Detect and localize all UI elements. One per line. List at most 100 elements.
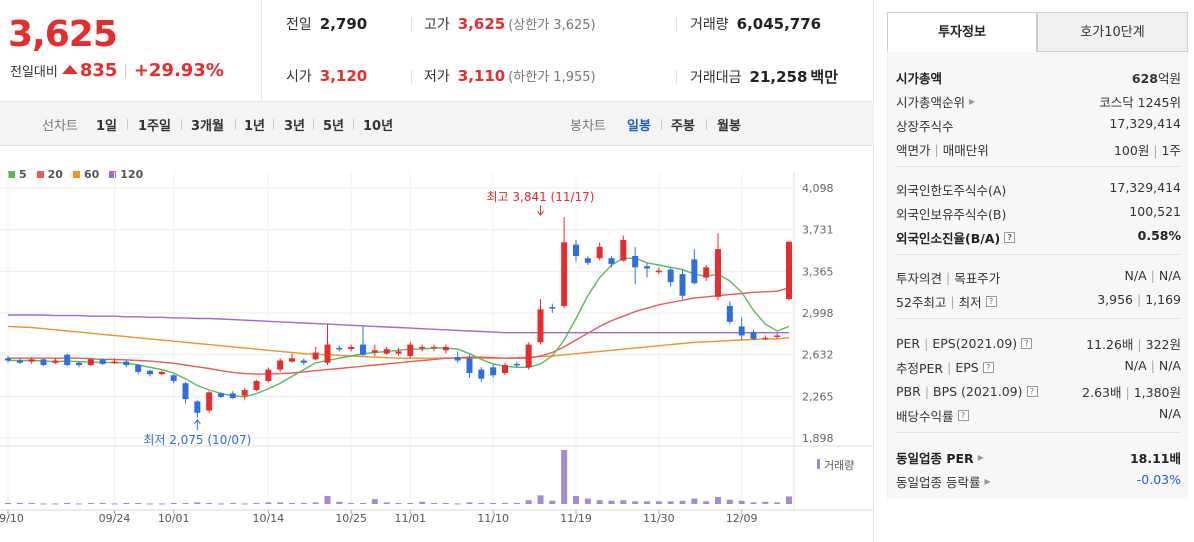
row-sector-rate[interactable]: 동일업종 등락률 ▶ -0.03% bbox=[896, 472, 1181, 490]
volume-bar bbox=[454, 503, 461, 505]
volume-bar bbox=[52, 503, 59, 505]
tab-invest-info[interactable]: 투자정보 bbox=[887, 12, 1037, 52]
volume-bar bbox=[762, 501, 769, 504]
y-tick-label: 4,098 bbox=[802, 182, 834, 195]
y-tick-label: 3,365 bbox=[802, 265, 834, 278]
stat-high-label: 고가 bbox=[424, 17, 450, 33]
period-tab-1y[interactable]: 1년 bbox=[244, 119, 266, 134]
candle-body bbox=[158, 371, 165, 375]
candle-body bbox=[5, 358, 11, 361]
x-tick-label: 11/19 bbox=[560, 512, 592, 525]
stock-candle-chart[interactable]: 4,098 3,731 3,365 2,998 2,632 2,265 1,898 거래량 09… bbox=[0, 172, 873, 542]
help-icon[interactable]: ? bbox=[982, 362, 994, 373]
volume-bar bbox=[750, 502, 757, 504]
volume-bar bbox=[99, 502, 106, 504]
candle-body bbox=[762, 337, 769, 340]
divider bbox=[706, 119, 707, 130]
candle-body bbox=[513, 363, 520, 366]
candle-body bbox=[99, 359, 106, 364]
candle-body bbox=[454, 357, 461, 361]
period-tab-10y[interactable]: 10년 bbox=[363, 119, 394, 134]
tab-order-book[interactable]: 호가10단계 bbox=[1037, 12, 1188, 52]
row-cap-rank[interactable]: 시가총액순위 ▶ 코스닥 1245위 bbox=[896, 95, 1181, 110]
candle-body bbox=[383, 349, 390, 354]
help-icon[interactable]: ? bbox=[1021, 338, 1033, 349]
volume-bar bbox=[608, 500, 615, 504]
invest-info-panel: 투자정보 호가10단계 시가총액 628억원 시가총액순위 ▶ 코스닥 1245위… bbox=[887, 12, 1188, 498]
period-tab-1w[interactable]: 1주일 bbox=[138, 119, 171, 134]
divider bbox=[313, 119, 314, 130]
stat-open-label: 시가 bbox=[286, 69, 312, 85]
stat-high: 고가 3,625 (상한가 3,625) bbox=[424, 14, 596, 34]
divider bbox=[353, 119, 354, 130]
stat-volume-value: 6,045,776 bbox=[736, 15, 822, 33]
candle-body bbox=[596, 246, 603, 259]
help-icon[interactable]: ? bbox=[985, 296, 997, 307]
row-dividend: 배당수익률? N/A bbox=[896, 406, 1181, 424]
high-annotation: 최고 3,841 (11/17) bbox=[486, 190, 594, 204]
volume-bar bbox=[111, 503, 118, 505]
divider bbox=[896, 254, 1181, 255]
candle-body bbox=[206, 392, 213, 411]
volume-bar bbox=[679, 500, 686, 504]
period-tab-1d[interactable]: 1일 bbox=[96, 119, 118, 134]
help-icon[interactable]: ? bbox=[1004, 232, 1016, 243]
candle-body bbox=[300, 360, 307, 363]
candle-body bbox=[478, 369, 485, 379]
stat-low-label: 저가 bbox=[424, 69, 450, 85]
divider bbox=[896, 432, 1181, 433]
volume-bar bbox=[584, 498, 591, 504]
volume-bar bbox=[16, 502, 23, 504]
volume-bar bbox=[644, 501, 650, 504]
volume-bar bbox=[561, 450, 568, 504]
volume-legend-swatch bbox=[817, 459, 820, 469]
candle-body bbox=[123, 361, 130, 366]
candle-body bbox=[549, 307, 556, 309]
stat-high-value: 3,625 bbox=[457, 15, 506, 33]
row-sector-per[interactable]: 동일업종 PER ▶ 18.11배 bbox=[896, 451, 1181, 466]
volume-bar bbox=[64, 502, 71, 504]
volume-bar bbox=[147, 503, 153, 505]
candle-body bbox=[620, 240, 627, 261]
volume-bar bbox=[549, 500, 556, 504]
volume-bar bbox=[241, 503, 248, 505]
row-opinion: 투자의견 | 목표주가 N/A | N/A bbox=[896, 268, 1181, 286]
candle-body bbox=[466, 358, 473, 373]
period-tab-5y[interactable]: 5년 bbox=[323, 119, 345, 134]
diff-label: 전일대비 bbox=[10, 65, 58, 80]
volume-bar bbox=[206, 502, 213, 504]
stat-amount-label: 거래대금 bbox=[690, 70, 742, 86]
row-est-per: 추정PER | EPS? N/A | N/A bbox=[896, 358, 1181, 376]
candle-body bbox=[253, 380, 260, 391]
stat-low-value: 3,110 bbox=[457, 67, 506, 85]
candle-tab-monthly[interactable]: 월봉 bbox=[717, 119, 741, 134]
candle-tab-daily[interactable]: 일봉 bbox=[627, 119, 651, 134]
volume-bar bbox=[324, 495, 331, 504]
volume-bar bbox=[123, 502, 130, 504]
volume-bar bbox=[537, 495, 544, 504]
candle-body bbox=[490, 367, 497, 376]
row-shares: 상장주식수 17,329,414 bbox=[896, 116, 1181, 134]
volume-bar bbox=[525, 500, 532, 504]
volume-bar bbox=[502, 502, 508, 504]
stat-open: 시가 3,120 bbox=[286, 66, 367, 86]
divider bbox=[676, 18, 677, 32]
row-52week: 52주최고 | 최저? 3,956 | 1,169 bbox=[896, 292, 1181, 310]
y-tick-label: 2,632 bbox=[802, 349, 834, 362]
chart-period-toolbar: 선차트 1일 1주일 3개월 1년 3년 5년 10년 봉차트 일봉 주봉 월봉 bbox=[0, 102, 874, 146]
candle-tab-weekly[interactable]: 주봉 bbox=[671, 119, 695, 134]
help-icon[interactable]: ? bbox=[957, 410, 969, 421]
period-tab-3y[interactable]: 3년 bbox=[284, 119, 306, 134]
stat-prev: 전일 2,790 bbox=[286, 14, 367, 34]
candle-body bbox=[584, 258, 591, 263]
candle-body bbox=[87, 359, 94, 366]
row-foreign-hold: 외국인보유주식수(B) 100,521 bbox=[896, 204, 1181, 222]
volume-bar bbox=[277, 502, 284, 504]
volume-bar bbox=[253, 502, 260, 504]
volume-bar bbox=[194, 502, 201, 504]
volume-bar bbox=[371, 499, 378, 504]
period-tab-3m[interactable]: 3개월 bbox=[191, 119, 224, 134]
help-icon[interactable]: ? bbox=[1026, 386, 1038, 397]
divider bbox=[661, 119, 662, 130]
divider bbox=[181, 119, 182, 130]
